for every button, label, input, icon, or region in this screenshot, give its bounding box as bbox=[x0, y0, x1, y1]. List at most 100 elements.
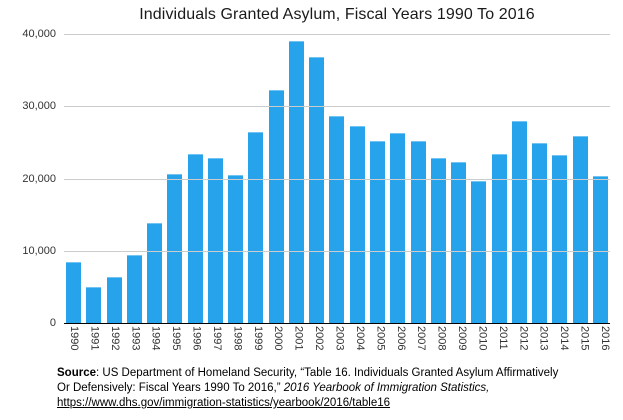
source-label: Source bbox=[57, 367, 96, 379]
bar-2013 bbox=[532, 143, 548, 323]
x-axis-label-slot: 2015 bbox=[577, 326, 592, 362]
x-axis-label: 1999 bbox=[251, 326, 264, 351]
x-axis-label-slot: 1990 bbox=[66, 326, 81, 362]
x-axis-label-slot: 2004 bbox=[352, 326, 367, 362]
x-axis-label-slot: 1999 bbox=[250, 326, 265, 362]
source-link[interactable]: https://www.dhs.gov/immigration-statisti… bbox=[57, 397, 391, 409]
bar-2001 bbox=[288, 41, 304, 323]
x-axis-label-slot: 1991 bbox=[86, 326, 101, 362]
x-axis-label: 2001 bbox=[292, 326, 305, 351]
x-axis-label-slot: 2002 bbox=[311, 326, 326, 362]
x-axis-label-slot: 1997 bbox=[209, 326, 224, 362]
source-publication: 2016 Yearbook of Immigration Statistics, bbox=[283, 382, 490, 394]
x-axis-label: 1992 bbox=[108, 326, 121, 351]
source-line-3: https://www.dhs.gov/immigration-statisti… bbox=[57, 396, 605, 411]
x-axis: 1990 1991 1992 1993 1994 1995 1996 1997 1998 1999… bbox=[64, 326, 614, 362]
gridline-30000 bbox=[64, 106, 610, 108]
y-axis-label: 30,000 bbox=[22, 100, 56, 113]
y-axis: 0 10,000 20,000 30,000 40,000 bbox=[0, 28, 56, 329]
bar-1998 bbox=[228, 174, 244, 323]
x-axis-label-slot: 2000 bbox=[270, 326, 285, 362]
x-axis-label: 2002 bbox=[313, 326, 326, 351]
x-axis-label: 2008 bbox=[435, 326, 448, 351]
x-axis-label: 2011 bbox=[496, 326, 509, 350]
x-axis-label-slot: 2012 bbox=[515, 326, 530, 362]
x-axis-label-slot: 2003 bbox=[331, 326, 346, 362]
x-axis-label: 1991 bbox=[88, 326, 101, 351]
bar-series bbox=[64, 34, 610, 323]
x-axis-label: 2010 bbox=[476, 326, 489, 351]
x-axis-label: 2014 bbox=[558, 326, 571, 351]
bar-2002 bbox=[309, 57, 325, 323]
bar-1996 bbox=[187, 153, 203, 323]
bar-1991 bbox=[86, 286, 102, 323]
source-line-2: Or Defensively: Fiscal Years 1990 To 201… bbox=[57, 382, 490, 394]
bar-2000 bbox=[268, 89, 284, 323]
x-axis-label: 2004 bbox=[353, 326, 366, 351]
bar-2014 bbox=[552, 155, 568, 323]
x-axis-label: 1998 bbox=[231, 326, 244, 351]
x-axis-label-slot: 1993 bbox=[127, 326, 142, 362]
x-axis-label-slot: 2008 bbox=[434, 326, 449, 362]
x-axis-label-slot: 1995 bbox=[168, 326, 183, 362]
bar-2011 bbox=[491, 153, 507, 323]
bar-2010 bbox=[471, 180, 487, 323]
x-axis-label-slot: 2016 bbox=[597, 326, 612, 362]
chart-title: Individuals Granted Asylum, Fiscal Years… bbox=[139, 6, 535, 23]
x-axis-label-slot: 2006 bbox=[393, 326, 408, 362]
x-axis-label-slot: 2011 bbox=[495, 326, 510, 362]
x-axis-label: 2005 bbox=[374, 326, 387, 351]
x-axis-label-slot: 1998 bbox=[229, 326, 244, 362]
x-axis-label: 1995 bbox=[170, 326, 183, 351]
x-axis-label: 2003 bbox=[333, 326, 346, 351]
bar-2016 bbox=[592, 175, 608, 323]
x-axis-label-slot: 1994 bbox=[148, 326, 163, 362]
x-axis-label: 2015 bbox=[578, 326, 591, 351]
x-axis-label: 1993 bbox=[129, 326, 142, 351]
bar-2003 bbox=[329, 116, 345, 323]
x-axis-label: 2016 bbox=[598, 326, 611, 351]
bar-1995 bbox=[167, 174, 183, 323]
bar-1993 bbox=[126, 255, 142, 323]
bar-1997 bbox=[207, 157, 223, 323]
x-axis-label: 1994 bbox=[149, 326, 162, 351]
bar-2008 bbox=[430, 157, 446, 323]
bar-2015 bbox=[572, 135, 588, 323]
x-axis-label-slot: 2014 bbox=[556, 326, 571, 362]
gridline-20000 bbox=[64, 178, 610, 180]
bar-1994 bbox=[147, 223, 163, 323]
bar-1999 bbox=[248, 131, 264, 323]
x-axis-label: 2012 bbox=[517, 326, 530, 351]
gridline-10000 bbox=[64, 250, 610, 252]
x-axis-label-slot: 1992 bbox=[107, 326, 122, 362]
y-axis-label: 10,000 bbox=[22, 244, 56, 257]
x-axis-label-slot: 1996 bbox=[189, 326, 204, 362]
source-line-1: Source: US Department of Homeland Securi… bbox=[57, 367, 559, 379]
x-axis-label: 1996 bbox=[190, 326, 203, 351]
x-axis-label-slot: 2001 bbox=[291, 326, 306, 362]
bar-1992 bbox=[106, 277, 122, 323]
x-axis-label: 2006 bbox=[394, 326, 407, 351]
y-axis-label: 0 bbox=[49, 317, 56, 329]
x-axis-label: 2013 bbox=[537, 326, 550, 351]
x-axis-label: 2000 bbox=[272, 326, 285, 351]
source-note: Source: US Department of Homeland Securi… bbox=[57, 366, 605, 411]
x-axis-label: 1990 bbox=[68, 326, 80, 351]
bar-2007 bbox=[410, 140, 426, 323]
x-axis-label-slot: 2005 bbox=[372, 326, 387, 362]
x-axis-label: 2009 bbox=[456, 326, 469, 351]
bar-1990 bbox=[66, 261, 81, 323]
x-axis-label-slot: 2010 bbox=[474, 326, 489, 362]
bar-2004 bbox=[349, 126, 365, 323]
x-axis-label-slot: 2009 bbox=[454, 326, 469, 362]
y-axis-label: 20,000 bbox=[22, 172, 56, 185]
x-axis-label-slot: 2007 bbox=[413, 326, 428, 362]
plot-area bbox=[64, 34, 610, 324]
x-axis-label: 2007 bbox=[415, 326, 428, 351]
y-axis-label: 40,000 bbox=[22, 28, 56, 40]
x-axis-label: 1997 bbox=[210, 326, 223, 351]
x-axis-label-slot: 2013 bbox=[536, 326, 551, 362]
gridline-40000 bbox=[64, 34, 610, 35]
bar-2006 bbox=[390, 132, 406, 323]
